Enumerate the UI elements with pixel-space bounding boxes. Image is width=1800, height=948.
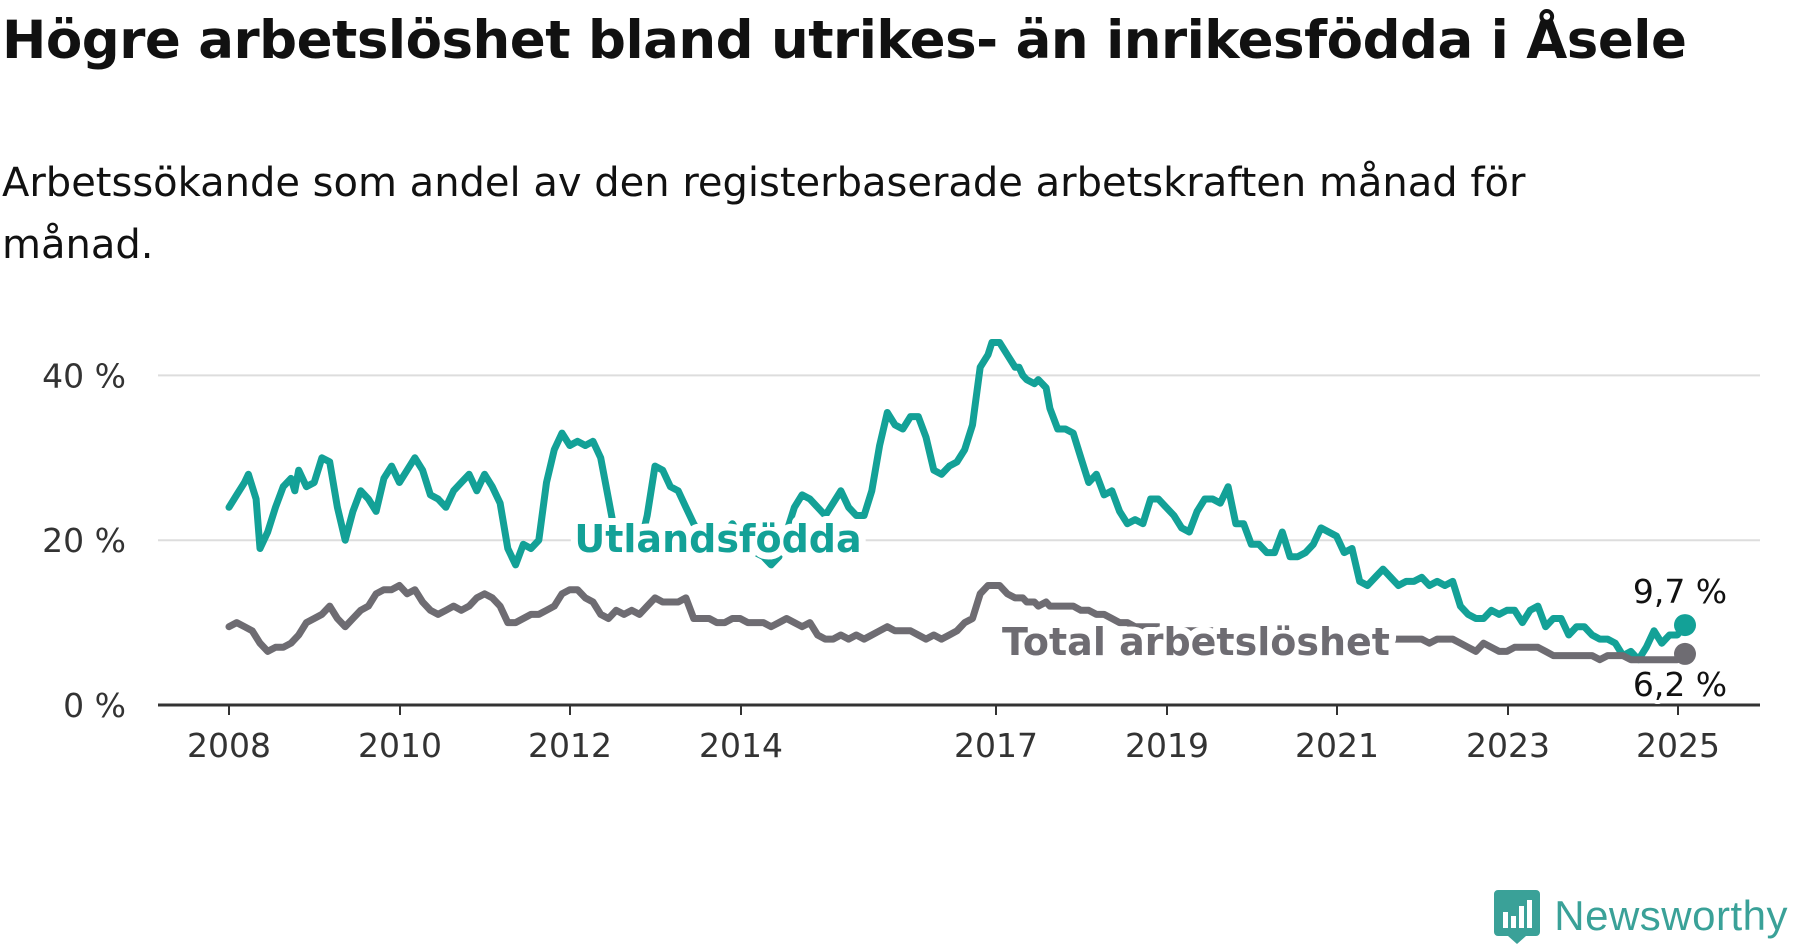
utlandsfodda-line <box>225 339 1689 664</box>
x-tick-label: 2012 <box>528 726 612 765</box>
utlandsfodda-end-point <box>1674 614 1696 637</box>
y-tick-label: 40 % <box>42 356 126 395</box>
y-tick-label: 0 % <box>63 686 126 725</box>
y-tick-label: 20 % <box>42 521 126 560</box>
x-tick-label: 2010 <box>358 726 442 765</box>
bar-chart-icon <box>1494 890 1541 944</box>
x-tick-label: 2014 <box>699 726 783 765</box>
chart-subtitle: Arbetssökande som andel av den registerb… <box>2 160 1526 268</box>
utlandsfodda-end-label: 9,7 % <box>1633 572 1727 611</box>
utlandsfodda-series-label: Utlandsfödda <box>574 517 861 561</box>
brand-name: Newsworthy <box>1554 892 1788 939</box>
total-end-label: 6,2 % <box>1633 665 1727 704</box>
x-tick-label: 2021 <box>1295 726 1379 765</box>
total-line <box>225 582 1689 664</box>
chart-title: Högre arbetslöshet bland utrikes- än inr… <box>2 10 1687 71</box>
total-series-label: Total arbetslöshet <box>1002 620 1390 664</box>
x-tick-label: 2025 <box>1636 726 1720 765</box>
x-tick-label: 2017 <box>954 726 1038 765</box>
x-tick-label: 2023 <box>1466 726 1550 765</box>
x-tick-label: 2019 <box>1125 726 1209 765</box>
x-tick-label: 2008 <box>187 726 271 765</box>
total-end-point <box>1674 642 1696 665</box>
newsworthy-logo: Newsworthy <box>1492 886 1788 946</box>
